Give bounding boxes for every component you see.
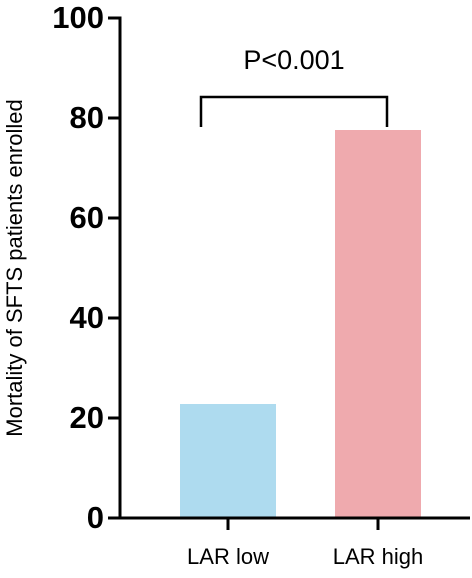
x-tick-label: LAR low [187,544,269,569]
y-tick-label: 0 [87,500,104,535]
x-tick-label: LAR high [333,544,424,569]
y-axis-label: Mortality of SFTS patients enrolled [2,99,27,436]
y-tick-label: 100 [52,0,104,35]
y-tick-label: 40 [70,300,104,335]
annotation: P<0.001 [243,45,344,75]
bar [180,404,276,519]
y-tick-label: 20 [70,400,104,435]
significance-bracket [199,95,389,127]
y-tick-label: 60 [70,200,104,235]
y-tick-label: 80 [70,100,104,135]
bar [335,130,421,519]
